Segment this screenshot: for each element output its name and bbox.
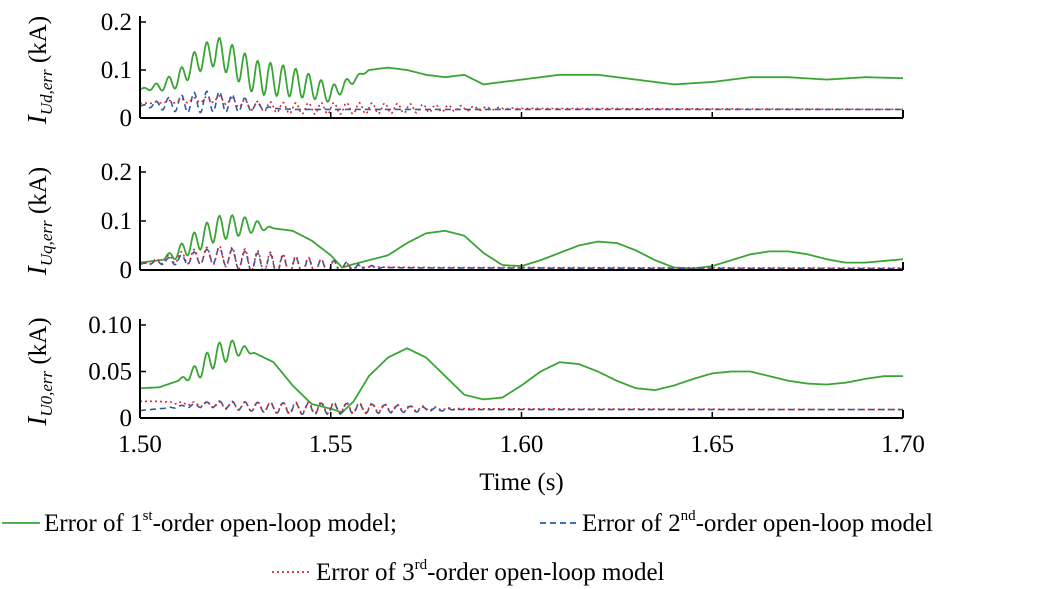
x-tick-label: 1.65 [690,431,734,458]
y-axis-title-symbol: I [22,264,52,276]
x-tick-label: 1.70 [881,431,925,458]
y-tick-label: 0.10 [88,312,132,339]
x-tick-label: 1.50 [118,431,162,458]
y-axis-title-subscript: Uq,err [37,220,56,266]
legend-text-sup: nd [681,508,697,524]
series-line-third [140,400,903,415]
y-tick-label: 0.1 [101,57,132,84]
y-tick-label: 0 [120,257,133,284]
y-axis-title-subscript: Ud,err [37,69,56,115]
y-tick-label: 0.2 [101,9,132,36]
series-line-first [140,339,903,414]
subplot-u0: 0 0.05 0.10 IU0,err (kA) 1.50 1.55 1.60 1.65 1.7… [22,312,925,496]
legend-text-post: -order open-loop model [427,559,664,586]
y-tick-label: 0.2 [101,159,132,186]
series-line-third [139,245,903,271]
legend-text-sup: st [143,508,154,524]
x-axis-title: Time (s) [479,469,564,496]
y-tick-label: 0.05 [88,359,132,386]
subplot-ud: 0 0.1 0.2 IUd,err (kA) [22,9,904,132]
y-tick-label: 0 [120,105,133,132]
y-tick-label: 0.1 [101,208,132,235]
legend-label-first: Error of 1st-order open-loop model; [44,508,397,537]
series-line-third [139,95,903,116]
y-axis-title-subscript: U0,err [37,370,56,416]
y-axis-title: IU0,err (kA) [22,317,56,426]
series-line-second [139,90,903,114]
y-axis-title-symbol: I [22,113,52,125]
series-line-second [139,400,903,416]
legend-text-sup: rd [415,557,428,573]
y-axis-title-unit: (kA) [25,317,52,370]
y-axis-title: IUq,err (kA) [22,167,56,276]
y-axis-title-unit: (kA) [25,167,52,220]
legend-label-third: Error of 3rd-order open-loop model [316,557,665,586]
y-axis-title-symbol: I [22,415,52,427]
x-tick-label: 1.55 [309,431,353,458]
series-line-first [139,37,904,103]
subplot-uq: 0 0.1 0.2 IUq,err (kA) [22,159,904,284]
legend: Error of 1st-order open-loop model; Error… [2,508,933,586]
x-tick-label: 1.60 [500,431,544,458]
legend-text-pre: Error of 1 [44,510,143,537]
y-axis-title-unit: (kA) [25,16,52,69]
y-axis-title: IUd,err (kA) [22,16,56,125]
legend-text-post: -order open-loop model; [153,510,397,537]
y-tick-label: 0 [120,405,133,432]
legend-text-pre: Error of 3 [316,559,415,586]
legend-label-second: Error of 2nd-order open-loop model [582,508,933,537]
legend-text-post: -order open-loop model [696,510,933,537]
legend-text-pre: Error of 2 [582,510,681,537]
